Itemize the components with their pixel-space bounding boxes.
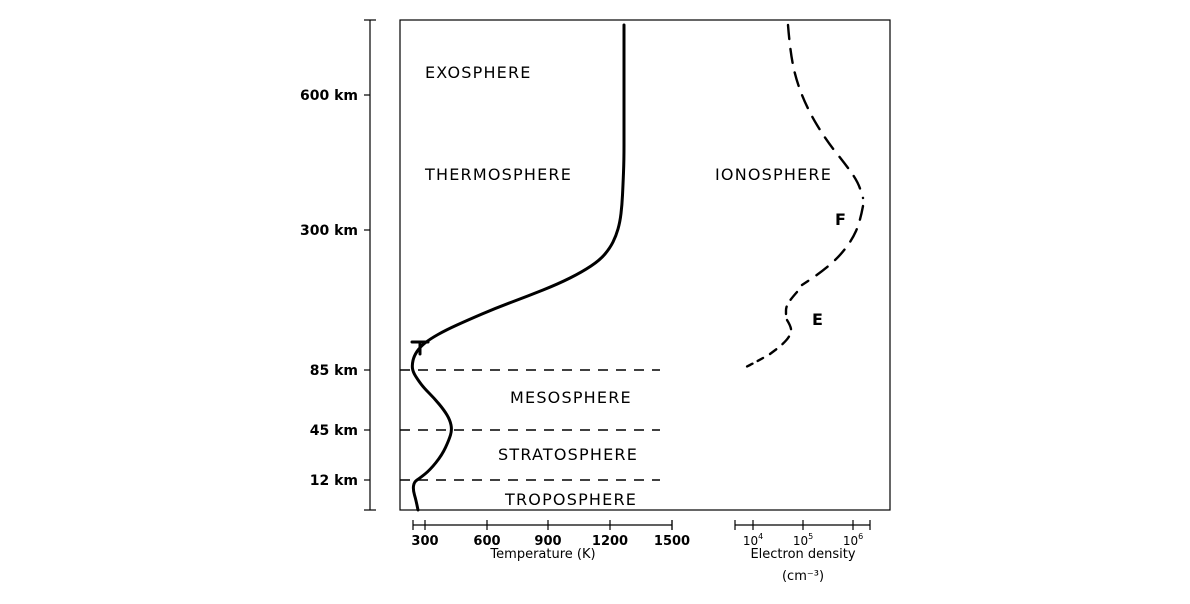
altitude-tick-label: 600 km xyxy=(300,88,358,104)
altitude-tick-label: 12 km xyxy=(310,473,358,489)
ionosphere-region-label: F xyxy=(835,210,846,229)
layer-label: IONOSPHERE xyxy=(715,165,832,184)
layer-label: MESOSPHERE xyxy=(510,388,632,407)
altitude-tick-label: 300 km xyxy=(300,223,358,239)
temperature-axis-title: Temperature (K) xyxy=(489,547,595,562)
density-axis-title: Electron density xyxy=(750,547,855,562)
atmosphere-diagram: 600 km 300 km 85 km 45 km 12 km EXOSPHERE THER… xyxy=(0,0,1190,604)
temperature-tick-label: 300 xyxy=(411,534,438,549)
altitude-tick-label: 45 km xyxy=(310,423,358,439)
layer-label: EXOSPHERE xyxy=(425,63,532,82)
altitude-tick-label: 85 km xyxy=(310,363,358,379)
layer-label: STRATOSPHERE xyxy=(498,445,638,464)
temperature-tick-label: 1500 xyxy=(654,534,690,549)
canvas-bg xyxy=(0,0,1190,604)
ionosphere-region-label: E xyxy=(812,310,823,329)
temperature-tick-label: 1200 xyxy=(592,534,628,549)
layer-label: TROPOSPHERE xyxy=(504,490,637,509)
density-axis-subtitle: (cm⁻³) xyxy=(782,569,824,584)
layer-label: THERMOSPHERE xyxy=(424,165,572,184)
